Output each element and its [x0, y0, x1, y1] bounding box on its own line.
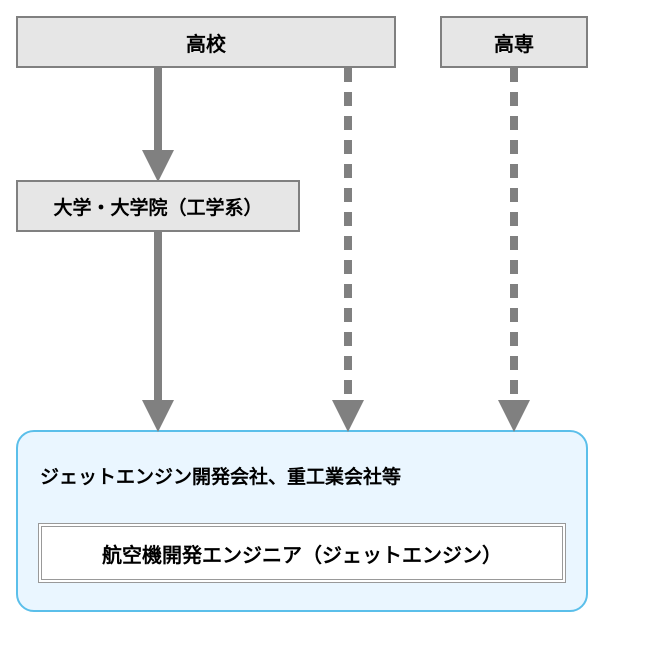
node-kosen: 高専	[440, 16, 588, 68]
node-kosen-label: 高専	[494, 28, 534, 57]
company-container-label: ジェットエンジン開発会社、重工業会社等	[40, 462, 401, 489]
node-company-container: ジェットエンジン開発会社、重工業会社等	[16, 430, 588, 612]
node-university-label: 大学・大学院（工学系）	[53, 193, 262, 220]
node-university: 大学・大学院（工学系）	[16, 180, 300, 232]
node-highschool-label: 高校	[186, 28, 226, 57]
node-engineer: 航空機開発エンジニア（ジェットエンジン）	[38, 523, 566, 583]
node-engineer-label: 航空機開発エンジニア（ジェットエンジン）	[102, 539, 502, 568]
node-highschool: 高校	[16, 16, 396, 68]
